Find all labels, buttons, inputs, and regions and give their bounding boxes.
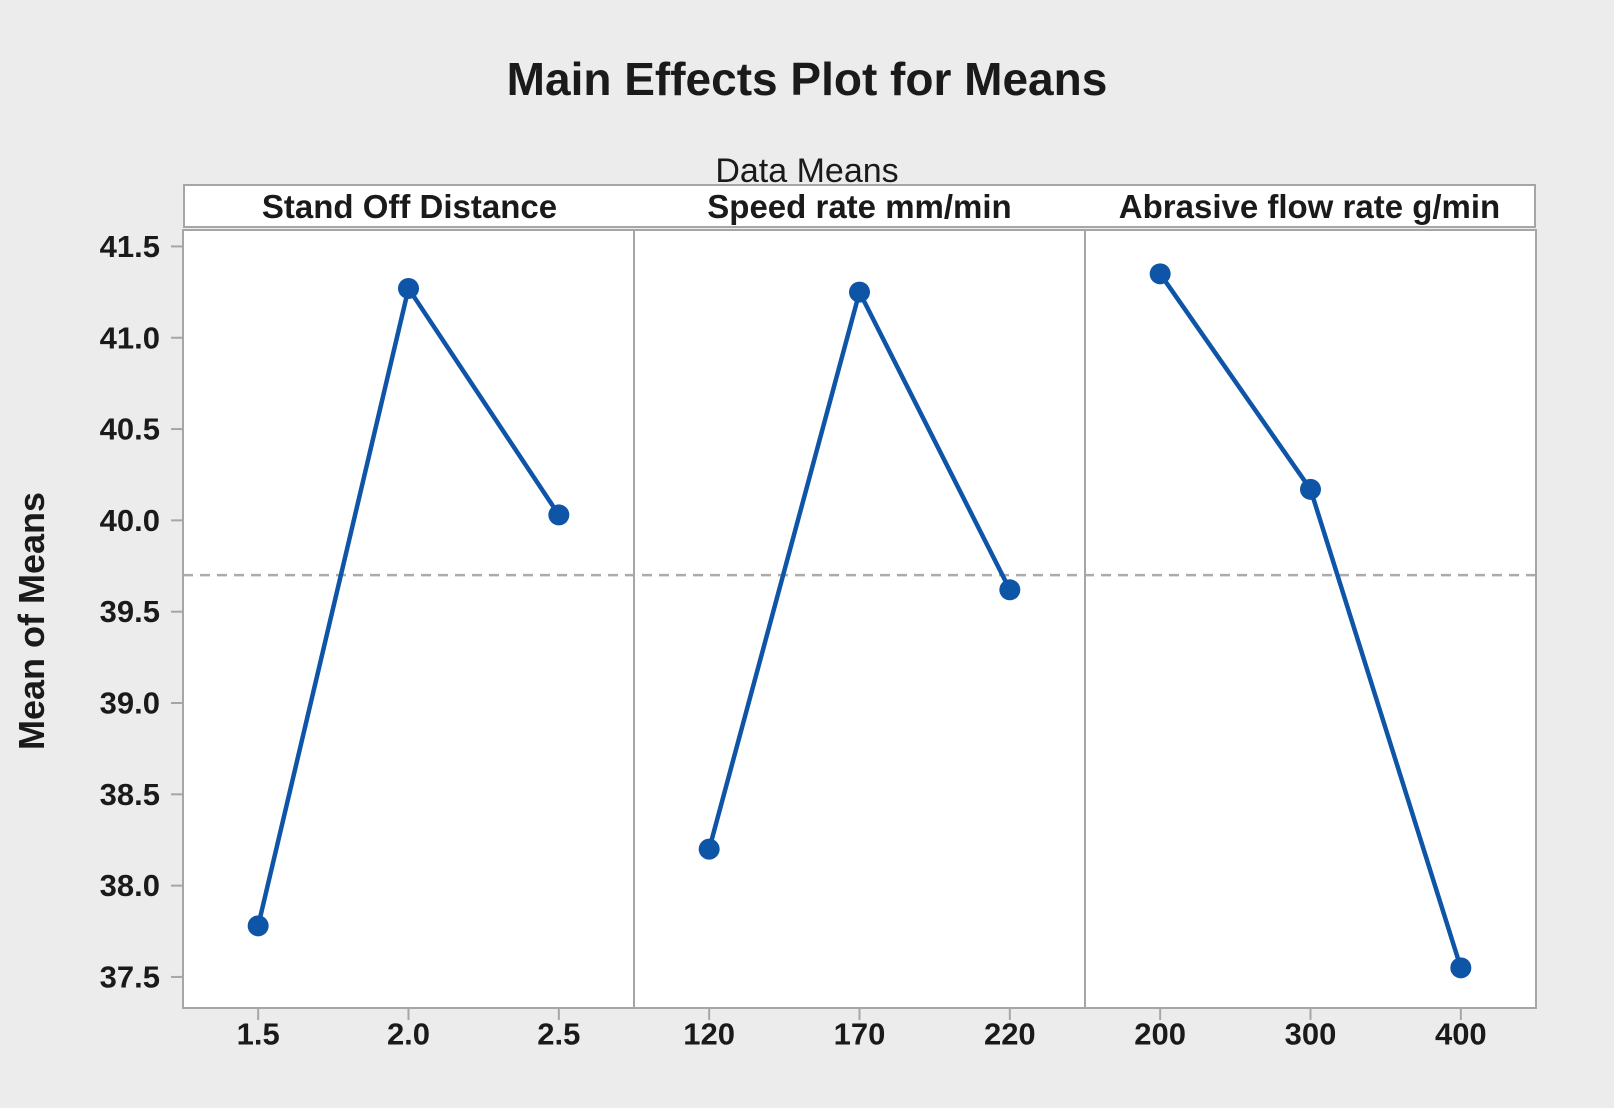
chart-title: Main Effects Plot for Means bbox=[506, 53, 1108, 105]
x-tick-label: 200 bbox=[1134, 1016, 1186, 1051]
y-tick-label: 40.0 bbox=[100, 503, 160, 538]
x-tick-label: 300 bbox=[1285, 1016, 1337, 1051]
data-point bbox=[849, 281, 870, 303]
y-tick-label: 39.0 bbox=[100, 686, 160, 721]
y-tick-label: 40.5 bbox=[100, 412, 160, 447]
chart-subtitle: Data Means bbox=[715, 152, 899, 190]
y-tick-label: 39.5 bbox=[100, 594, 160, 629]
panel-header-abrasive-flow-rate: Abrasive flow rate g/min bbox=[1085, 184, 1536, 228]
x-tick-label: 2.0 bbox=[387, 1016, 430, 1051]
data-point bbox=[1450, 957, 1472, 979]
y-tick-label: 38.5 bbox=[100, 777, 160, 812]
data-point bbox=[999, 579, 1021, 601]
panel-header-stand-off-distance: Stand Off Distance bbox=[183, 184, 636, 228]
data-point bbox=[1149, 263, 1171, 285]
x-tick-label: 170 bbox=[834, 1016, 886, 1051]
x-tick-label: 220 bbox=[984, 1016, 1036, 1051]
y-tick-label: 37.5 bbox=[100, 959, 160, 994]
panel-header-speed-rate: Speed rate mm/min bbox=[634, 184, 1087, 228]
x-tick-label: 120 bbox=[683, 1016, 735, 1051]
data-point bbox=[1300, 478, 1321, 500]
data-point bbox=[698, 838, 720, 860]
x-tick-label: 400 bbox=[1435, 1016, 1487, 1051]
data-point bbox=[247, 915, 269, 937]
data-point bbox=[548, 504, 570, 526]
y-tick-label: 38.0 bbox=[100, 868, 160, 903]
x-tick-label: 1.5 bbox=[237, 1016, 280, 1051]
x-tick-label: 2.5 bbox=[537, 1016, 580, 1051]
data-point bbox=[398, 277, 419, 299]
plot-area-background bbox=[183, 230, 1536, 1008]
y-tick-label: 41.5 bbox=[100, 229, 160, 264]
y-tick-label: 41.0 bbox=[100, 320, 160, 355]
